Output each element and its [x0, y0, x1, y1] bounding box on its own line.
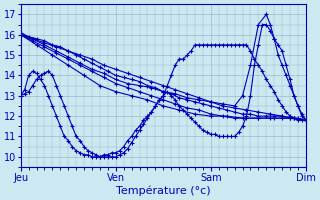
X-axis label: Température (°c): Température (°c) — [116, 185, 211, 196]
